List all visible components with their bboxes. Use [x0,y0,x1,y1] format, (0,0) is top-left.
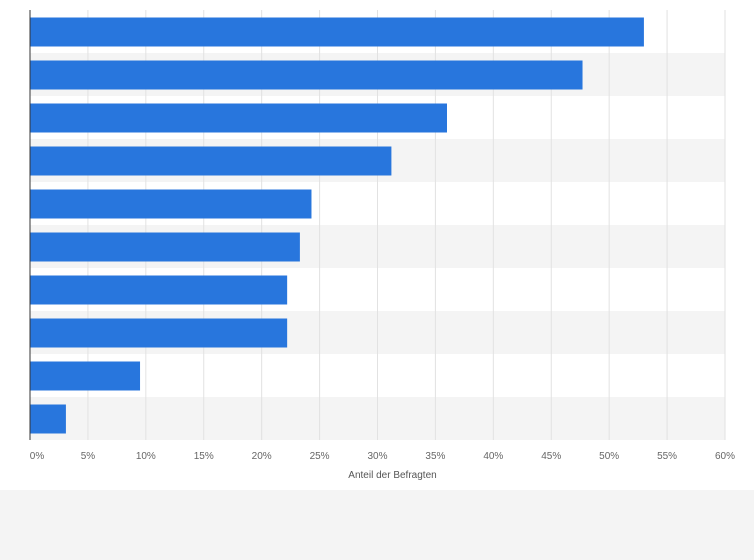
x-tick-label: 0% [30,451,45,462]
bar[interactable] [30,275,288,305]
x-tick-label: 55% [657,451,677,462]
x-axis-ticks: 0% 5% 10% 15% 20% 25% 30% 35% 40% 45% 50% 55% 60% [30,451,735,462]
bar[interactable] [30,232,300,262]
x-tick-label: 60% [715,451,735,462]
bar-series [30,17,644,434]
x-tick-label: 20% [252,451,272,462]
x-tick-label: 35% [425,451,445,462]
bar[interactable] [30,318,288,348]
bar[interactable] [30,404,66,434]
bar[interactable] [30,103,447,133]
x-tick-label: 30% [367,451,387,462]
x-tick-label: 40% [483,451,503,462]
x-tick-label: 10% [136,451,156,462]
bar[interactable] [30,60,583,90]
bar[interactable] [30,189,312,219]
x-tick-label: 25% [310,451,330,462]
chart-card: 0% 5% 10% 15% 20% 25% 30% 35% 40% 45% 50% 55% 60% An… [0,0,754,490]
x-tick-label: 15% [194,451,214,462]
x-tick-label: 45% [541,451,561,462]
bar[interactable] [30,146,392,176]
x-tick-label: 50% [599,451,619,462]
x-axis-title: Anteil der Befragten [348,470,436,481]
bar-chart: 0% 5% 10% 15% 20% 25% 30% 35% 40% 45% 50% 55% 60% An… [29,10,735,481]
x-tick-label: 5% [81,451,96,462]
bar[interactable] [30,361,141,391]
bar[interactable] [30,17,644,47]
